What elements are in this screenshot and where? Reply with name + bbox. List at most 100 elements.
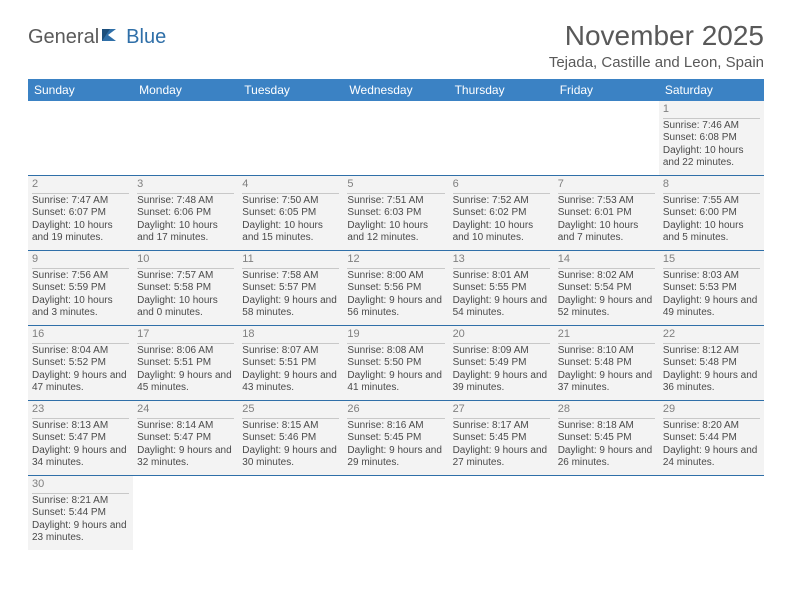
calendar-cell: 7Sunrise: 7:53 AMSunset: 6:01 PMDaylight…: [554, 176, 659, 251]
daylight-line: Daylight: 9 hours and 23 minutes.: [32, 520, 129, 545]
sunset-line: Sunset: 5:51 PM: [137, 357, 234, 370]
sunset-line: Sunset: 5:45 PM: [453, 432, 550, 445]
calendar-cell: 20Sunrise: 8:09 AMSunset: 5:49 PMDayligh…: [449, 326, 554, 401]
sunrise-line: Sunrise: 8:03 AM: [663, 270, 760, 283]
sunset-line: Sunset: 5:53 PM: [663, 282, 760, 295]
sunset-line: Sunset: 6:02 PM: [453, 207, 550, 220]
calendar-week-row: 30Sunrise: 8:21 AMSunset: 5:44 PMDayligh…: [28, 476, 764, 551]
sunrise-line: Sunrise: 8:04 AM: [32, 345, 129, 358]
calendar-body: 1Sunrise: 7:46 AMSunset: 6:08 PMDaylight…: [28, 101, 764, 550]
day-number: 9: [32, 253, 129, 269]
day-number: 14: [558, 253, 655, 269]
day-header: Wednesday: [343, 79, 448, 101]
day-header: Sunday: [28, 79, 133, 101]
sunrise-line: Sunrise: 8:16 AM: [347, 420, 444, 433]
day-number: 2: [32, 178, 129, 194]
calendar-cell: [238, 101, 343, 176]
calendar-cell: 8Sunrise: 7:55 AMSunset: 6:00 PMDaylight…: [659, 176, 764, 251]
daylight-line: Daylight: 9 hours and 26 minutes.: [558, 445, 655, 470]
day-number: 28: [558, 403, 655, 419]
sunrise-line: Sunrise: 8:13 AM: [32, 420, 129, 433]
daylight-line: Daylight: 9 hours and 47 minutes.: [32, 370, 129, 395]
sunrise-line: Sunrise: 7:55 AM: [663, 195, 760, 208]
day-number: 15: [663, 253, 760, 269]
day-number: 17: [137, 328, 234, 344]
sunrise-line: Sunrise: 8:18 AM: [558, 420, 655, 433]
calendar-week-row: 23Sunrise: 8:13 AMSunset: 5:47 PMDayligh…: [28, 401, 764, 476]
daylight-line: Daylight: 9 hours and 34 minutes.: [32, 445, 129, 470]
daylight-line: Daylight: 9 hours and 37 minutes.: [558, 370, 655, 395]
day-number: 26: [347, 403, 444, 419]
daylight-line: Daylight: 9 hours and 30 minutes.: [242, 445, 339, 470]
calendar-cell: 19Sunrise: 8:08 AMSunset: 5:50 PMDayligh…: [343, 326, 448, 401]
sunrise-line: Sunrise: 7:46 AM: [663, 120, 760, 133]
day-number: 16: [32, 328, 129, 344]
calendar-cell: [449, 476, 554, 551]
daylight-line: Daylight: 9 hours and 24 minutes.: [663, 445, 760, 470]
sunset-line: Sunset: 6:00 PM: [663, 207, 760, 220]
calendar-week-row: 16Sunrise: 8:04 AMSunset: 5:52 PMDayligh…: [28, 326, 764, 401]
sunset-line: Sunset: 5:44 PM: [663, 432, 760, 445]
sunrise-line: Sunrise: 8:01 AM: [453, 270, 550, 283]
calendar-cell: 12Sunrise: 8:00 AMSunset: 5:56 PMDayligh…: [343, 251, 448, 326]
daylight-line: Daylight: 9 hours and 56 minutes.: [347, 295, 444, 320]
day-number: 6: [453, 178, 550, 194]
daylight-line: Daylight: 10 hours and 15 minutes.: [242, 220, 339, 245]
day-header: Tuesday: [238, 79, 343, 101]
calendar-cell: [133, 476, 238, 551]
sunrise-line: Sunrise: 7:52 AM: [453, 195, 550, 208]
sunset-line: Sunset: 6:03 PM: [347, 207, 444, 220]
daylight-line: Daylight: 9 hours and 32 minutes.: [137, 445, 234, 470]
day-number: 29: [663, 403, 760, 419]
calendar-cell: 17Sunrise: 8:06 AMSunset: 5:51 PMDayligh…: [133, 326, 238, 401]
daylight-line: Daylight: 10 hours and 3 minutes.: [32, 295, 129, 320]
day-number: 18: [242, 328, 339, 344]
calendar-week-row: 9Sunrise: 7:56 AMSunset: 5:59 PMDaylight…: [28, 251, 764, 326]
sunset-line: Sunset: 6:07 PM: [32, 207, 129, 220]
day-number: 13: [453, 253, 550, 269]
sunset-line: Sunset: 5:51 PM: [242, 357, 339, 370]
sunrise-line: Sunrise: 7:58 AM: [242, 270, 339, 283]
sunset-line: Sunset: 5:58 PM: [137, 282, 234, 295]
daylight-line: Daylight: 10 hours and 0 minutes.: [137, 295, 234, 320]
calendar-week-row: 2Sunrise: 7:47 AMSunset: 6:07 PM Daylight…: [28, 176, 764, 251]
calendar-cell: 3Sunrise: 7:48 AMSunset: 6:06 PMDaylight…: [133, 176, 238, 251]
sunset-line: Sunset: 6:05 PM: [242, 207, 339, 220]
header: General Blue November 2025 Tejada, Casti…: [28, 20, 764, 71]
day-header: Saturday: [659, 79, 764, 101]
title-block: November 2025 Tejada, Castille and Leon,…: [549, 20, 764, 71]
sunrise-line: Sunrise: 7:51 AM: [347, 195, 444, 208]
sunrise-line: Sunrise: 7:56 AM: [32, 270, 129, 283]
sunset-line: Sunset: 6:06 PM: [137, 207, 234, 220]
sunrise-line: Sunrise: 7:47 AM: [32, 195, 129, 208]
sunrise-line: Sunrise: 8:12 AM: [663, 345, 760, 358]
day-number: 12: [347, 253, 444, 269]
sunrise-line: Sunrise: 8:20 AM: [663, 420, 760, 433]
day-number: 4: [242, 178, 339, 194]
location: Tejada, Castille and Leon, Spain: [549, 54, 764, 71]
day-number: 1: [663, 103, 760, 119]
month-title: November 2025: [549, 20, 764, 52]
daylight-line: Daylight: 9 hours and 45 minutes.: [137, 370, 234, 395]
logo-word1: General: [28, 26, 99, 49]
calendar-cell: 9Sunrise: 7:56 AMSunset: 5:59 PMDaylight…: [28, 251, 133, 326]
day-number: 23: [32, 403, 129, 419]
sunset-line: Sunset: 5:45 PM: [347, 432, 444, 445]
sunrise-line: Sunrise: 8:21 AM: [32, 495, 129, 508]
sunset-line: Sunset: 5:54 PM: [558, 282, 655, 295]
calendar-cell: 18Sunrise: 8:07 AMSunset: 5:51 PMDayligh…: [238, 326, 343, 401]
calendar-cell: 24Sunrise: 8:14 AMSunset: 5:47 PMDayligh…: [133, 401, 238, 476]
logo-word2: Blue: [126, 26, 166, 49]
sunrise-line: Sunrise: 8:10 AM: [558, 345, 655, 358]
sunset-line: Sunset: 5:47 PM: [32, 432, 129, 445]
calendar-cell: 2Sunrise: 7:47 AMSunset: 6:07 PMDaylight…: [28, 176, 133, 251]
calendar-cell: [659, 476, 764, 551]
calendar-cell: [238, 476, 343, 551]
sunrise-line: Sunrise: 7:48 AM: [137, 195, 234, 208]
calendar-cell: [343, 101, 448, 176]
sunrise-line: Sunrise: 8:08 AM: [347, 345, 444, 358]
calendar-cell: [28, 101, 133, 176]
day-number: 8: [663, 178, 760, 194]
day-header: Thursday: [449, 79, 554, 101]
calendar-cell: 5Sunrise: 7:51 AMSunset: 6:03 PMDaylight…: [343, 176, 448, 251]
